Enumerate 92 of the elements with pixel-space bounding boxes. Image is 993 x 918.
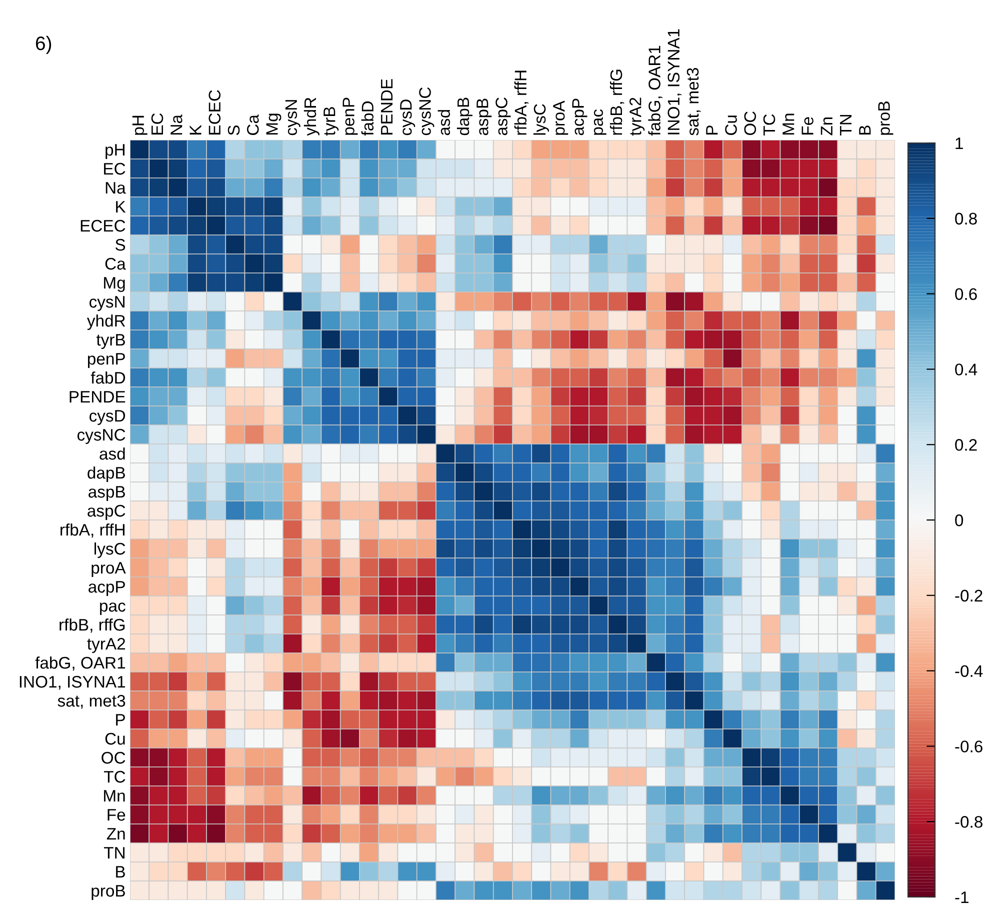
y-tick-label: lysC: [94, 542, 126, 558]
y-tick-label: cysD: [90, 410, 126, 425]
x-tick-label: fabG, OAR1: [648, 46, 662, 136]
y-tick-label: penP: [88, 353, 125, 368]
y-tick-label: tyrB: [96, 334, 125, 349]
x-tick-label: Fe: [802, 117, 814, 134]
y-tick-label: Mn: [104, 790, 125, 802]
x-tick-label: tyrA2: [629, 98, 645, 136]
x-tick-label: Ca: [246, 114, 259, 135]
x-tick-label: yhdR: [304, 98, 320, 136]
y-tick-label: INO1, ISYNA1: [20, 676, 126, 690]
y-tick-label: Na: [106, 182, 126, 194]
y-tick-label: EC: [104, 162, 126, 175]
color-bar-label: -0.6: [955, 740, 982, 752]
x-tick-label: penP: [342, 98, 358, 135]
x-tick-label: asd: [438, 110, 450, 136]
y-tick-label: proB: [92, 885, 125, 900]
x-tick-label: K: [190, 124, 202, 134]
x-tick-label: acpP: [572, 98, 588, 136]
y-tick-label: dapB: [88, 466, 125, 482]
x-tick-label: lysC: [533, 104, 549, 135]
x-tick-label: rfbA, rffH: [514, 70, 529, 135]
x-tick-label: fabD: [361, 101, 374, 136]
x-tick-label: proA: [553, 100, 568, 135]
y-tick-label: pH: [106, 144, 124, 159]
y-tick-label: rfbA, rffH: [60, 523, 124, 538]
x-tick-label: cysD: [400, 100, 416, 136]
x-tick-label: aspB: [476, 98, 492, 136]
x-tick-label: EC: [151, 113, 164, 134]
y-tick-label: rfbB, rffG: [60, 618, 125, 633]
y-tick-label: fabG, OAR1: [35, 656, 126, 671]
x-tick-label: S: [228, 125, 240, 136]
y-tick-label: tyrA2: [87, 638, 125, 653]
y-tick-label: S: [115, 238, 126, 251]
color-bar-label: -0.8: [955, 816, 982, 828]
y-tick-label: B: [116, 866, 125, 878]
y-tick-label: Ca: [105, 258, 126, 270]
y-tick-label: cysN: [90, 296, 124, 311]
y-tick-label: ECEC: [80, 220, 126, 232]
y-tick-label: asd: [100, 447, 125, 460]
color-bar-label: 0.2: [955, 439, 977, 451]
color-bar-label: 0.8: [955, 212, 977, 225]
y-tick-label: K: [116, 201, 126, 213]
y-tick-label: TC: [104, 770, 126, 783]
x-tick-label: pH: [132, 116, 148, 135]
color-bar-label: 0.6: [955, 288, 977, 300]
y-tick-label: cysNC: [77, 428, 126, 444]
color-bar-label: 1: [956, 138, 963, 150]
x-tick-label: INO1, ISYNA1: [668, 29, 682, 134]
y-tick-label: Cu: [105, 732, 125, 745]
x-tick-label: aspC: [496, 98, 511, 136]
y-tick-label: sat, met3: [58, 694, 126, 709]
y-tick-label: acpP: [88, 581, 125, 596]
x-tick-label: dapB: [456, 98, 472, 136]
x-tick-label: Zn: [820, 117, 832, 136]
y-tick-label: fabD: [90, 371, 126, 384]
y-tick-label: OC: [102, 752, 126, 764]
x-tick-label: TN: [840, 114, 852, 136]
x-tick-label: P: [706, 126, 718, 134]
x-tick-label: Mg: [266, 114, 282, 134]
y-tick-label: yhdR: [86, 314, 126, 330]
x-tick-label: pac: [594, 109, 606, 135]
x-tick-label: sat, met3: [686, 68, 701, 136]
y-tick-label: aspC: [88, 504, 126, 520]
color-bar-label: -1: [955, 892, 968, 904]
x-tick-label: proB: [878, 102, 894, 135]
chart-title: 6): [36, 36, 52, 54]
color-bar-label: 0.4: [955, 364, 978, 376]
x-tick-label: TC: [763, 114, 776, 136]
color-bar-label: -0.4: [955, 665, 983, 678]
y-tick-label: pac: [100, 602, 126, 615]
x-tick-label: rfbB, rffG: [610, 70, 624, 135]
color-bar-label: -0.2: [955, 590, 982, 602]
x-tick-label: OC: [744, 111, 756, 136]
y-tick-label: TN: [104, 847, 124, 859]
x-tick-label: cysN: [285, 100, 300, 136]
y-tick-label: Fe: [108, 809, 126, 821]
y-tick-label: Zn: [106, 828, 125, 840]
x-tick-label: Na: [170, 114, 182, 134]
x-tick-label: cysNC: [419, 87, 434, 136]
y-tick-label: P: [116, 714, 125, 726]
x-tick-label: Mn: [782, 114, 794, 134]
x-tick-label: B: [859, 126, 871, 134]
x-tick-label: ECEC: [208, 90, 221, 134]
y-tick-label: proA: [92, 562, 126, 577]
x-tick-label: Cu: [725, 116, 737, 135]
y-tick-label: Mg: [104, 277, 125, 292]
y-tick-label: PENDE: [70, 391, 126, 403]
x-tick-label: tyrB: [324, 107, 339, 136]
y-tick-label: aspB: [88, 486, 125, 501]
x-tick-label: PENDE: [381, 79, 392, 134]
color-bar-label: 0: [955, 514, 964, 526]
